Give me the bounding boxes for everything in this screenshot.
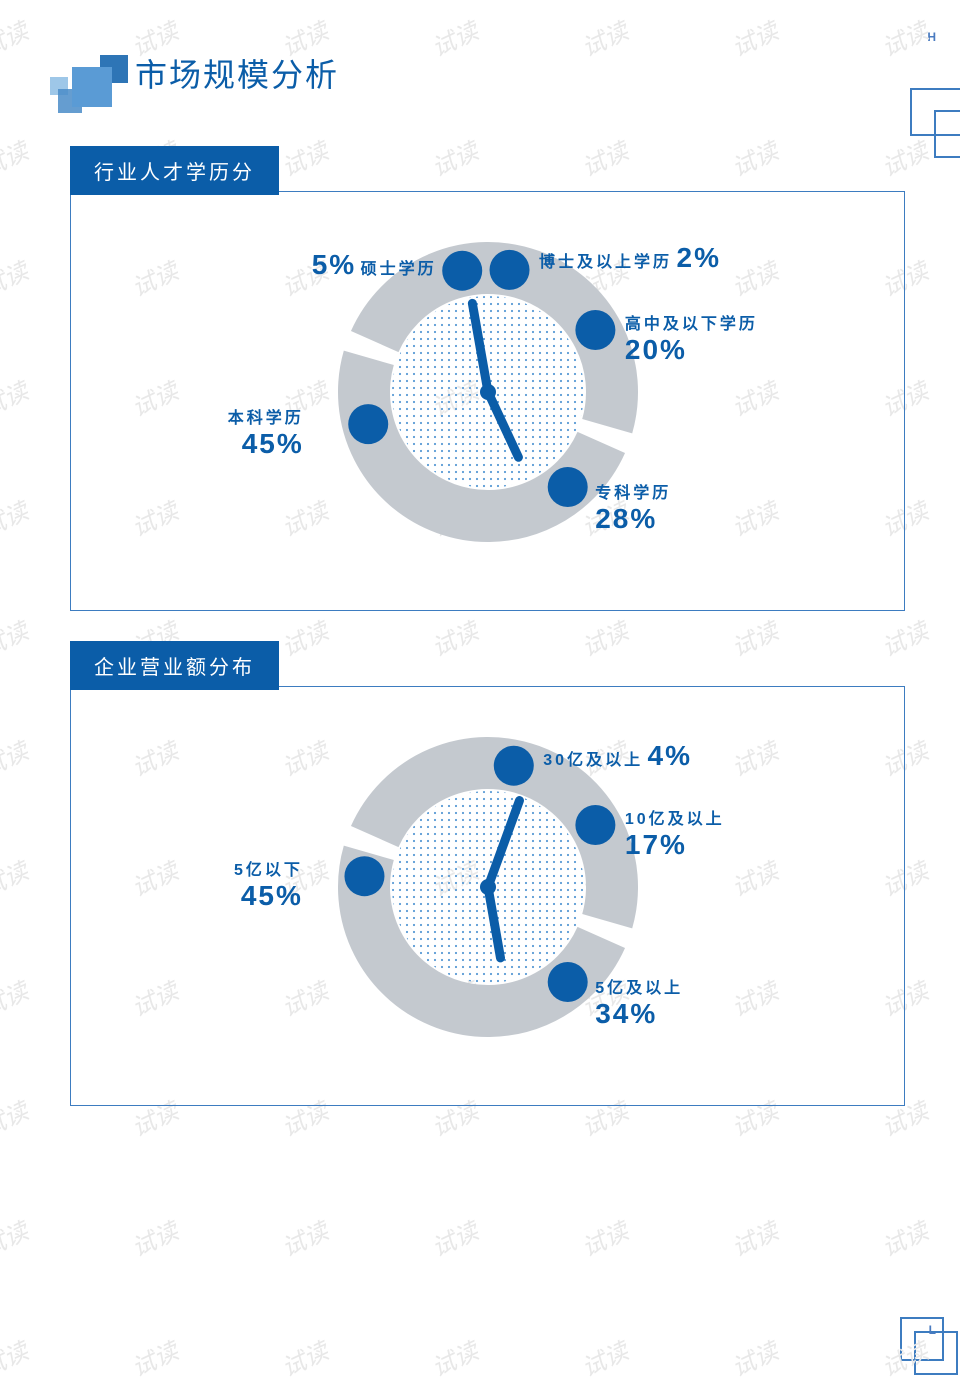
chart-item-value: 2% [677,242,721,273]
chart-item-name: 30亿及以上 [543,752,643,769]
watermark-text: 试读 [875,1211,933,1263]
chart-item-name: 硕士学历 [361,261,437,278]
page: H 市场规模分析 行业人才学历分 博士及以上学历 2%5% 硕士学历高中及以下学… [0,0,960,1357]
chart-item-value: 5% [312,249,356,280]
watermark-text: 试读 [0,491,33,543]
clock-chart-revenue: 30亿及以上 4%10亿及以上17%5亿及以上34%5亿以下45% [328,727,648,1047]
chart-item-value: 17% [625,829,725,861]
chart-item-value: 34% [595,998,683,1030]
clock-chart-education: 博士及以上学历 2%5% 硕士学历高中及以下学历20%专科学历28%本科学历45… [328,232,648,552]
panel-body: 博士及以上学历 2% 5% 硕士学历高中及以下学历20% 专科学历28% 本科学历45… [70,191,905,611]
watermark-text: 试读 [0,1331,33,1383]
chart-node [493,746,533,786]
chart-item-label: 博士及以上学历 2% [539,242,721,274]
page-header: 市场规模分析 [0,0,960,126]
watermark-text: 试读 [0,851,33,903]
panel-tab: 行业人才学历分 [70,146,279,195]
chart-item-label: 10亿及以上17% [625,805,725,861]
watermark-text: 试读 [0,971,33,1023]
chart-item-name: 本科学历 [228,404,304,428]
chart-item-name: 博士及以上学历 [539,254,672,271]
chart-item-label: 5亿以下45% [234,856,303,912]
chart-node [575,310,615,350]
chart-item-name: 专科学历 [595,479,671,503]
chart-item-name: 高中及以下学历 [625,310,758,334]
chart-node [344,856,384,896]
chart-item-label: 30亿及以上 4% [543,740,692,772]
chart-item-value: 4% [648,740,692,771]
chart-item-value: 45% [228,428,304,460]
watermark-text: 试读 [725,1211,783,1263]
chart-item-name: 5亿以下 [234,856,303,880]
page-title: 市场规模分析 [135,50,960,96]
chart-item-name: 5亿及以上 [595,974,683,998]
chart-node [348,404,388,444]
watermark-text: 试读 [0,131,33,183]
chart-item-value: 20% [625,334,758,366]
chart-node [442,251,482,291]
chart-node [547,467,587,507]
watermark-text: 试读 [0,611,33,663]
watermark-text: 试读 [0,1211,33,1263]
corner-marker-bottom: L [929,1323,936,1337]
watermark-text: 试读 [125,1211,183,1263]
chart-item-label: 高中及以下学历20% [625,310,758,366]
chart-item-value: 45% [234,880,303,912]
watermark-text: 试读 [0,371,33,423]
chart-item-name: 10亿及以上 [625,805,725,829]
chart-item-label: 5亿及以上34% [595,974,683,1030]
watermark-text: 试读 [0,1091,33,1143]
watermark-text: 试读 [575,1331,633,1383]
chart-node [547,962,587,1002]
panel-revenue: 企业营业额分布 30亿及以上 4% 10亿及以上17% 5亿及以上34% 5亿以下45… [70,641,905,1106]
watermark-text: 试读 [425,1331,483,1383]
watermark-text: 试读 [0,251,33,303]
chart-node [575,805,615,845]
watermark-text: 试读 [575,1211,633,1263]
watermark-text: 试读 [275,1331,333,1383]
watermark-text: 试读 [0,731,33,783]
chart-node [489,250,529,290]
watermark-text: 试读 [425,1211,483,1263]
watermark-text: 试读 [275,1211,333,1263]
watermark-text: 试读 [125,1331,183,1383]
watermark-text: 试读 [725,1331,783,1383]
panel-education: 行业人才学历分 博士及以上学历 2%5% 硕士学历高中及以下学历20%专科学历2… [70,146,905,611]
chart-item-value: 28% [595,503,671,535]
chart-item-label: 本科学历45% [228,404,304,460]
panel-tab: 企业营业额分布 [70,641,279,690]
chart-item-label: 专科学历28% [595,479,671,535]
chart-item-label: 5% 硕士学历 [312,249,437,281]
panel-body: 30亿及以上 4% 10亿及以上17% 5亿及以上34% 5亿以下45% [70,686,905,1106]
